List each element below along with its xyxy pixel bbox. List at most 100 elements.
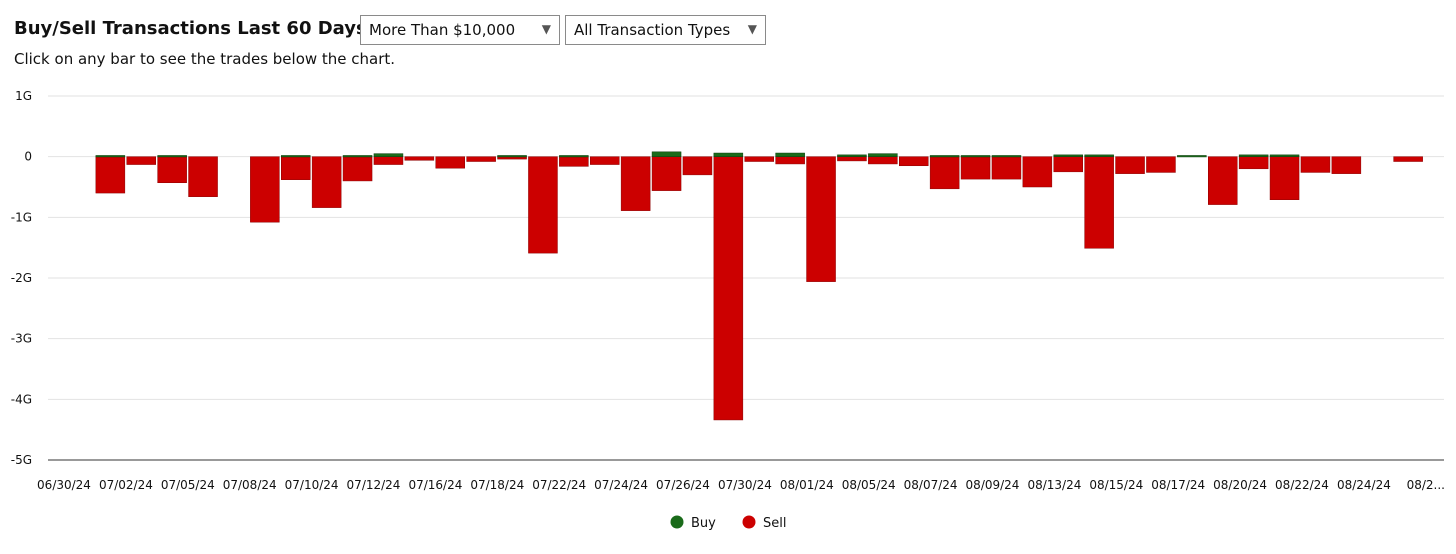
buy-bar[interactable] [775,152,805,157]
sell-bar[interactable] [775,156,805,165]
amount-filter-value: More Than $10,000 [369,21,516,39]
x-tick-label: 08/09/24 [966,478,1020,492]
legend-buy-marker[interactable] [670,515,684,529]
sell-bar[interactable] [744,156,774,162]
x-tick-label: 07/18/24 [470,478,524,492]
buy-bar[interactable] [868,153,898,157]
y-tick-label: 0 [24,150,32,164]
x-tick-label: 07/02/24 [99,478,153,492]
y-tick-label: -4G [11,392,32,406]
sell-bar[interactable] [868,156,898,165]
x-tick-label: 07/22/24 [532,478,586,492]
sell-bar[interactable] [311,156,342,208]
buy-bar[interactable] [497,155,527,158]
sell-bar[interactable] [342,156,373,182]
buy-bar[interactable] [1084,154,1114,157]
y-tick-label: -2G [11,271,32,285]
x-tick-label: 08/13/24 [1027,478,1081,492]
buy-bar[interactable] [373,153,404,157]
x-tick-label: 08/05/24 [842,478,896,492]
x-tick-label: 07/10/24 [285,478,339,492]
chevron-down-icon: ▼ [541,22,551,36]
legend-sell-label[interactable]: Sell [763,516,786,531]
x-tick-label: 08/24/24 [1337,478,1391,492]
x-tick-label: 07/26/24 [656,478,710,492]
chart-instructions: Click on any bar to see the trades below… [14,50,396,68]
y-tick-label: 1G [15,89,32,103]
y-tick-label: -3G [11,332,32,346]
chart-title: Buy/Sell Transactions Last 60 Days [14,18,367,39]
sell-bar[interactable] [559,156,589,167]
buy-bar[interactable] [157,155,187,158]
sell-bar[interactable] [1022,156,1053,188]
sell-bar[interactable] [682,156,713,176]
sell-bar[interactable] [620,156,651,211]
buy-bar[interactable] [95,155,126,158]
sell-bar[interactable] [188,156,218,197]
x-tick-label: 08/07/24 [904,478,958,492]
buy-bar[interactable] [960,155,991,158]
x-tick-label: 08/22/24 [1275,478,1329,492]
x-tick-label: 07/05/24 [161,478,215,492]
sell-bar[interactable] [435,156,465,169]
legend-sell-marker[interactable] [742,515,756,529]
sell-bar[interactable] [126,156,156,165]
buy-bar[interactable] [929,155,960,158]
buy-bar[interactable] [837,154,867,157]
sell-bar[interactable] [373,156,404,165]
buy-bar[interactable] [281,155,311,158]
sell-bar[interactable] [899,156,929,167]
legend-buy-label[interactable]: Buy [691,516,716,531]
x-tick-label: 07/24/24 [594,478,648,492]
buy-bar[interactable] [342,155,373,158]
sell-bar[interactable] [1146,156,1176,173]
x-tick-label: 08/15/24 [1089,478,1143,492]
sell-bar[interactable] [1331,156,1362,174]
buy-bar[interactable] [1238,154,1269,157]
sell-bar[interactable] [95,156,126,194]
sell-bar[interactable] [1238,156,1269,170]
sell-bar[interactable] [281,156,311,180]
y-tick-label: -1G [11,210,32,224]
amount-filter-select[interactable]: More Than $10,000 ▼ [360,15,560,45]
y-tick-label: -5G [11,453,32,467]
buy-bar[interactable] [651,151,682,157]
sell-bar[interactable] [837,156,867,162]
sell-bar[interactable] [929,156,960,190]
transaction-type-value: All Transaction Types [574,21,731,39]
buy-bar[interactable] [991,155,1022,158]
sell-bar[interactable] [1115,156,1145,174]
buy-bar[interactable] [1269,154,1300,157]
x-tick-label: 08/01/24 [780,478,834,492]
sell-bar[interactable] [991,156,1022,180]
sell-bar[interactable] [1208,156,1238,205]
x-tick-label: 08/2... [1407,478,1445,492]
buy-bar[interactable] [559,155,589,158]
sell-bar[interactable] [250,156,280,223]
buy-bar[interactable] [1177,155,1207,158]
sell-bar[interactable] [590,156,620,165]
sell-bar[interactable] [157,156,187,184]
buy-bar[interactable] [713,152,744,157]
sell-bar[interactable] [1269,156,1300,200]
x-tick-label: 07/30/24 [718,478,772,492]
transaction-type-select[interactable]: All Transaction Types ▼ [565,15,766,45]
sell-bar[interactable] [806,156,836,282]
sell-bar[interactable] [1300,156,1331,173]
sell-bar[interactable] [651,156,682,191]
sell-bar[interactable] [466,156,496,162]
sell-bar[interactable] [960,156,991,180]
buy-bar[interactable] [1053,154,1083,157]
sell-bar[interactable] [713,156,744,421]
x-tick-label: 06/30/24 [37,478,91,492]
sell-bar[interactable] [1393,156,1423,162]
sell-bar[interactable] [1053,156,1083,173]
sell-bar[interactable] [1084,156,1114,249]
x-tick-label: 08/17/24 [1151,478,1205,492]
chevron-down-icon: ▼ [747,22,757,36]
x-tick-label: 07/12/24 [347,478,401,492]
sell-bar[interactable] [528,156,558,254]
x-tick-label: 07/08/24 [223,478,277,492]
sell-bar[interactable] [404,156,435,161]
